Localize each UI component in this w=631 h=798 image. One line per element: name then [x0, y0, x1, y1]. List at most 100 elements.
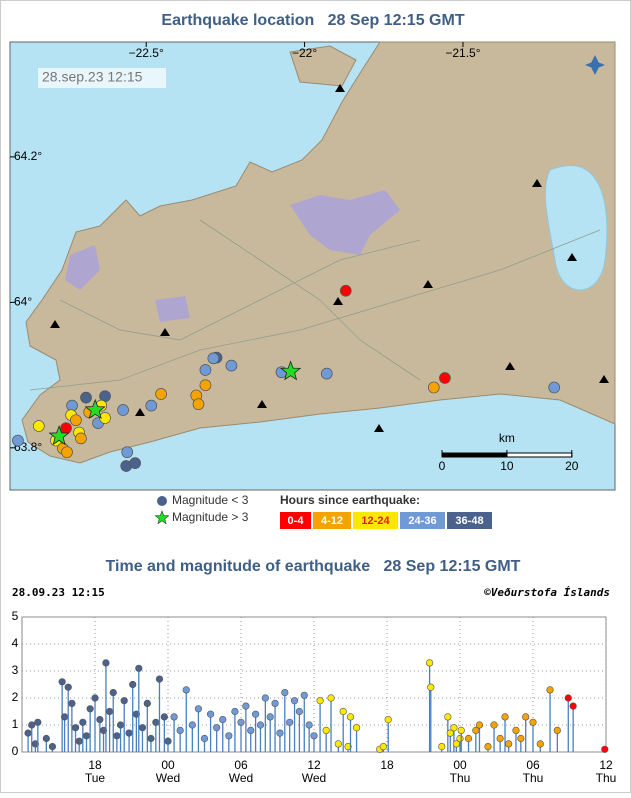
stem-head	[31, 740, 39, 748]
x-tick-label: 18	[380, 758, 394, 772]
stem-head	[496, 734, 504, 743]
stem-head	[34, 718, 42, 726]
quake	[60, 422, 72, 435]
stem-head	[247, 726, 255, 735]
stem-head	[75, 737, 83, 745]
stem-head	[237, 718, 245, 726]
stem-head	[300, 691, 308, 699]
x-tick-day: Wed	[302, 771, 326, 785]
map-timestamp: 28.sep.23 12:15	[42, 69, 143, 85]
x-tick-day: Wed	[229, 771, 253, 785]
stem-head	[529, 718, 537, 726]
stem-head	[569, 702, 577, 710]
stem-head	[194, 705, 203, 713]
stem-head	[522, 713, 530, 721]
scale-segment	[441, 452, 508, 458]
stem-head	[113, 732, 121, 740]
lon-tick-label: −22.5°	[129, 46, 164, 60]
stem-head	[79, 718, 87, 726]
x-tick-label: 06	[526, 758, 540, 772]
stem-head	[425, 659, 434, 667]
quake	[207, 352, 220, 365]
stem-head	[256, 721, 265, 729]
age-box	[280, 512, 311, 529]
age-label: 4-12	[321, 515, 343, 527]
stem-head	[155, 675, 164, 683]
chart-credit: ©Veðurstofa Íslands	[484, 586, 610, 599]
stem-head	[553, 726, 561, 735]
quake	[121, 446, 134, 459]
stem-head	[252, 710, 260, 718]
lon-tick-label: −22°	[292, 46, 317, 60]
legend-small: Magnitude < 3	[172, 493, 249, 507]
quake	[12, 434, 24, 447]
land	[21, 41, 616, 464]
stem-head	[182, 686, 190, 694]
quake	[339, 284, 352, 297]
lava-field	[290, 190, 400, 255]
stem-head	[501, 713, 509, 721]
x-tick-label: 18	[88, 758, 102, 772]
x-tick-day: Wed	[156, 771, 180, 785]
stem-head	[213, 724, 221, 732]
stem-head	[143, 699, 151, 708]
quake	[439, 372, 451, 384]
stem-head	[517, 734, 525, 743]
stem-head	[225, 732, 233, 740]
stem-head	[384, 715, 392, 724]
stem-head	[58, 678, 66, 686]
x-tick-label: 06	[234, 758, 248, 772]
stem-head	[68, 699, 76, 708]
stem-head	[28, 721, 36, 729]
x-tick-label: 00	[453, 758, 467, 772]
stem-head	[484, 742, 492, 751]
stem-head	[334, 740, 342, 748]
x-tick-day: Thu	[523, 771, 544, 785]
stem-head	[164, 737, 172, 745]
stem-head	[125, 729, 133, 737]
stem-head	[505, 740, 513, 748]
stem-head	[295, 707, 304, 716]
stem-head	[176, 726, 184, 735]
stem-head	[60, 713, 69, 721]
stem-head	[242, 702, 250, 710]
legend-age-title: Hours since earthquake:	[280, 493, 420, 507]
stem-head	[564, 694, 572, 702]
stem-head	[310, 732, 318, 740]
stem-head	[170, 713, 178, 721]
quake	[192, 398, 205, 411]
lake	[544, 165, 608, 291]
quake	[99, 412, 111, 424]
stem-head	[427, 683, 435, 691]
x-tick-label: 00	[161, 758, 175, 772]
roads	[29, 219, 601, 391]
age-label: 36-48	[455, 515, 483, 527]
legend-large: Magnitude > 3	[172, 510, 249, 524]
stem-head	[601, 745, 609, 753]
stem-head	[42, 734, 50, 743]
stem-head	[261, 694, 269, 702]
quake	[61, 446, 73, 459]
stem-head	[276, 729, 284, 737]
stem-head	[105, 707, 114, 716]
stem-head	[91, 694, 99, 702]
quake	[80, 391, 92, 404]
scale-tick-label: 0	[439, 459, 446, 473]
stem-head	[99, 726, 108, 735]
stem-head	[450, 724, 458, 732]
stem-head	[64, 683, 72, 691]
chart-title: Time and magnitude of earthquake 28 Sep …	[106, 558, 521, 575]
stations	[50, 84, 609, 432]
x-tick-day: Tue	[85, 771, 106, 785]
age-label: 24-36	[408, 515, 436, 527]
legend-dot	[157, 496, 167, 506]
stem-head	[464, 734, 473, 743]
age-box	[400, 512, 445, 529]
y-tick-label: 1	[12, 717, 19, 731]
stem-head	[102, 659, 110, 667]
quake	[75, 432, 87, 445]
y-tick-label: 5	[12, 609, 19, 623]
lat-tick-label: 64.2°	[14, 149, 42, 163]
stem-head	[327, 694, 335, 702]
